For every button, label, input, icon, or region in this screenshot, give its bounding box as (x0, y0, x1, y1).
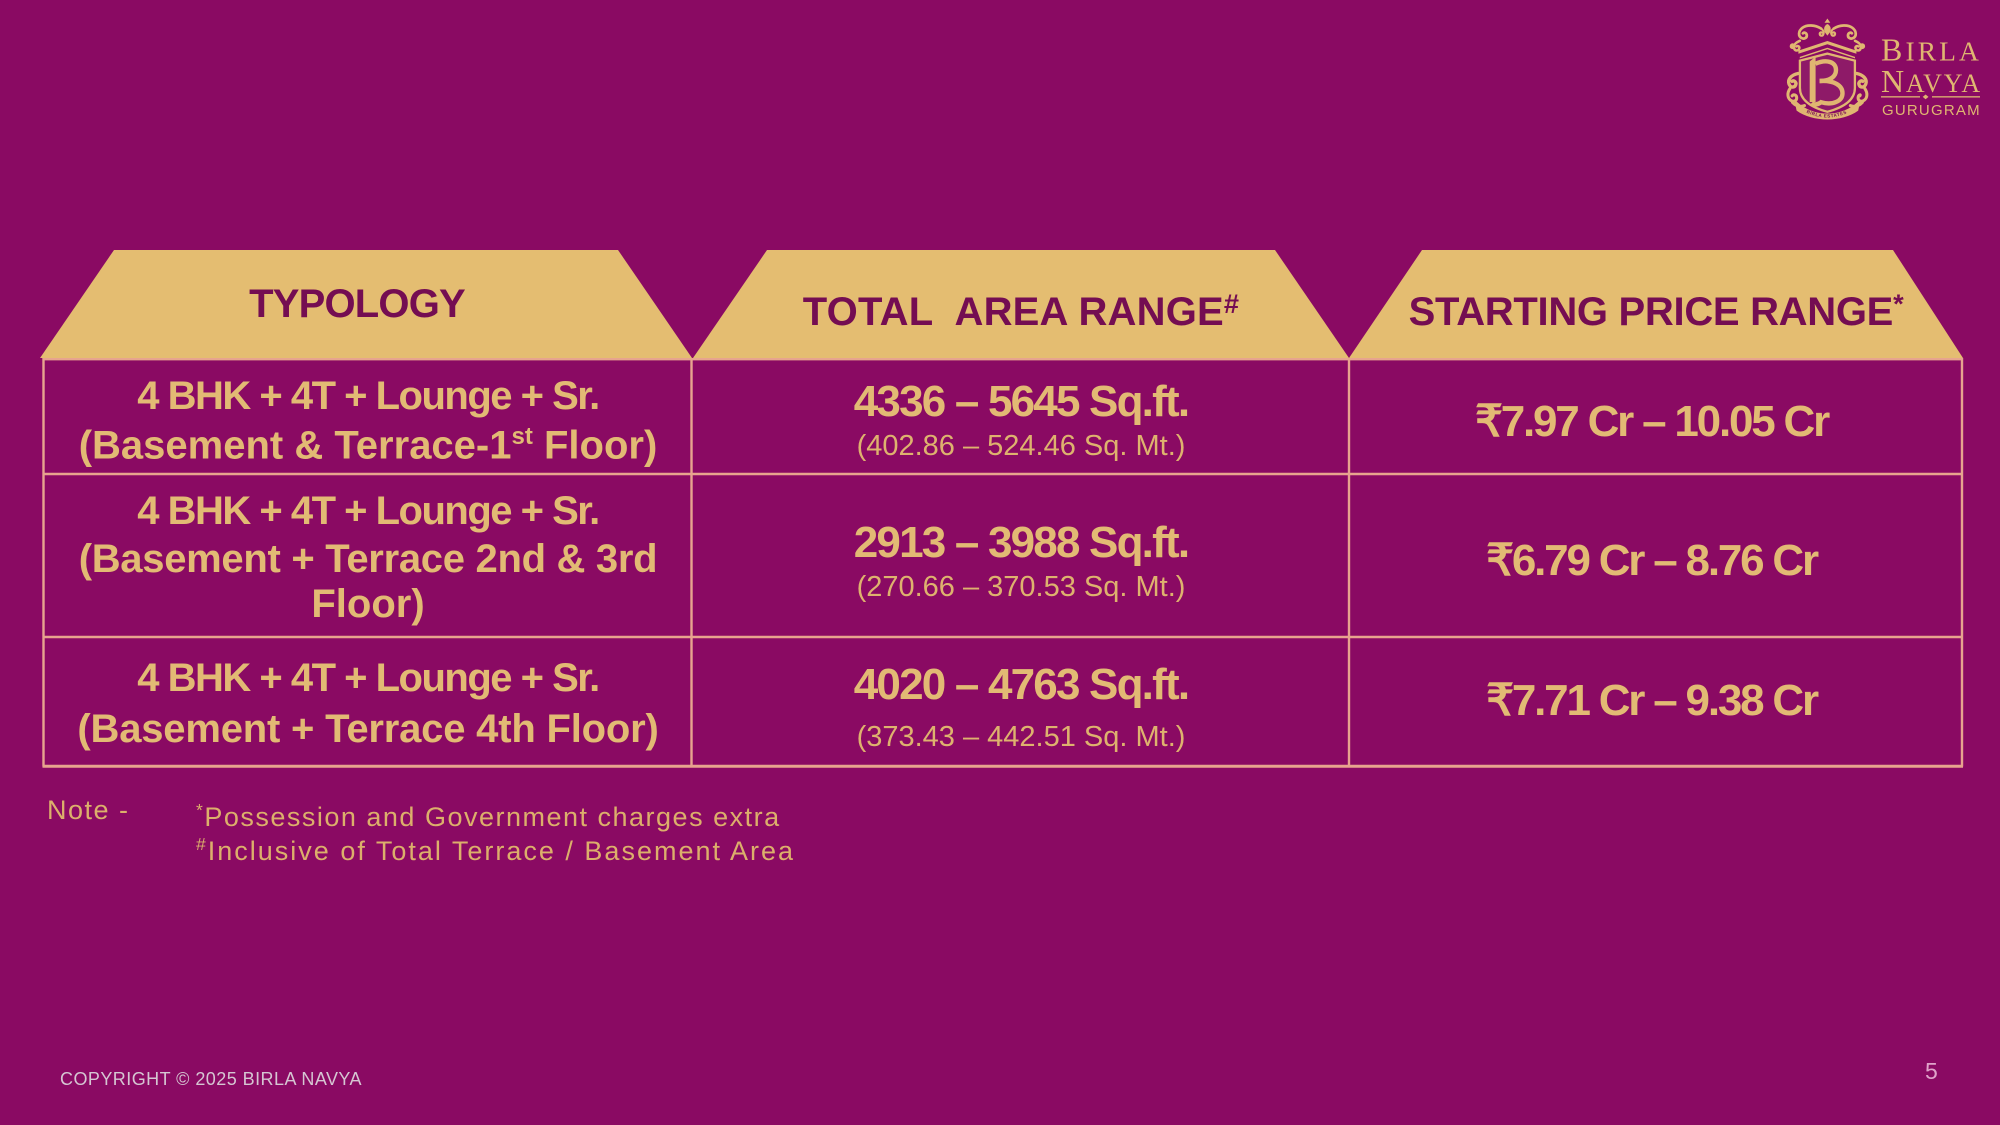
svg-text:BIRLA: BIRLA (1881, 32, 1982, 68)
svg-text:BIRLA ESTATES: BIRLA ESTATES (1806, 109, 1848, 119)
svg-text:GURUGRAM: GURUGRAM (1882, 102, 1981, 119)
svg-text:NAVYA: NAVYA (1881, 63, 1982, 99)
